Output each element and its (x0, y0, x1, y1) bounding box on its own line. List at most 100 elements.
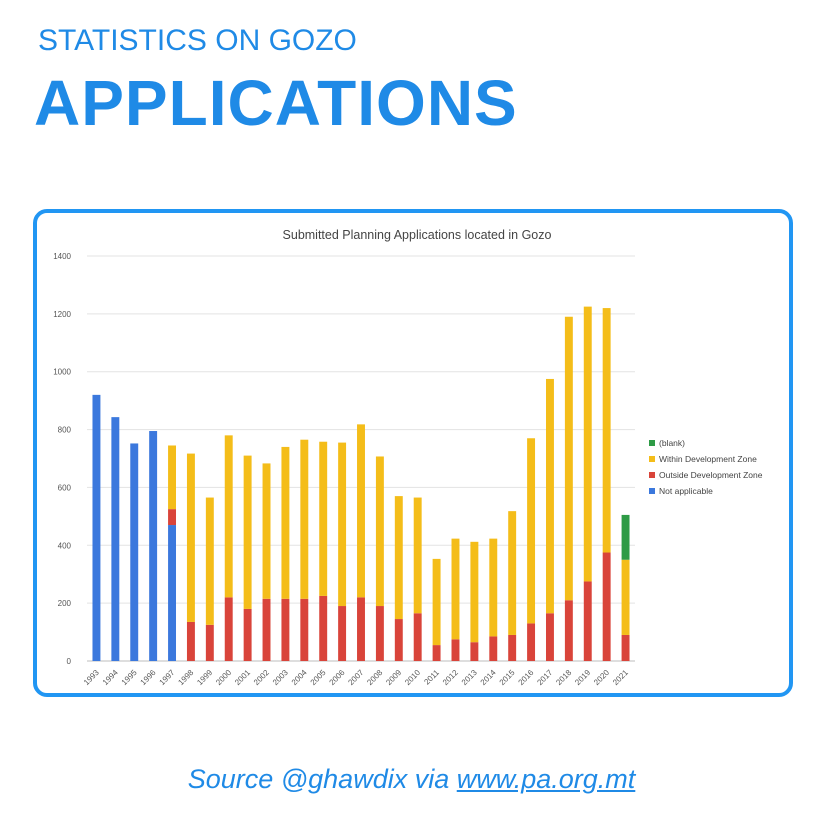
x-tick-label: 2014 (479, 668, 498, 687)
bar-not_applicable (111, 417, 120, 661)
bar-within (262, 463, 271, 599)
bar-within (300, 439, 309, 599)
legend-swatch (649, 488, 655, 494)
x-tick-label: 2021 (611, 668, 630, 687)
y-tick-label: 1200 (53, 310, 71, 319)
bar-outside (375, 606, 384, 661)
bar-within (432, 558, 441, 646)
legend-swatch (649, 472, 655, 478)
bar-within (527, 438, 536, 624)
bar-outside (205, 624, 214, 661)
x-tick-label: 1995 (120, 668, 139, 687)
source-prefix: Source @ghawdix via (187, 764, 457, 794)
legend-label: Outside Development Zone (659, 470, 763, 480)
legend-label: Within Development Zone (659, 454, 757, 464)
bar-within (319, 441, 328, 596)
legend-label: Not applicable (659, 486, 713, 496)
x-tick-label: 2005 (309, 668, 328, 687)
x-tick-label: 2009 (384, 668, 403, 687)
x-tick-label: 2020 (592, 668, 611, 687)
bar-outside (432, 645, 441, 661)
legend: (blank) Within Development Zone Outside De… (649, 438, 763, 496)
y-tick-label: 600 (58, 483, 72, 492)
bar-outside (527, 623, 536, 661)
bar-within (451, 538, 460, 640)
bar-outside (262, 598, 271, 661)
chart-title: Submitted Planning Applications located … (283, 228, 552, 242)
bar-outside (545, 613, 554, 661)
x-tick-label: 2018 (554, 668, 573, 687)
y-tick-label: 1000 (53, 368, 71, 377)
source-link[interactable]: www.pa.org.mt (456, 764, 636, 794)
y-tick-label: 200 (58, 599, 72, 608)
bar-outside (394, 619, 403, 661)
bar-within (338, 442, 347, 607)
bar-group (92, 306, 630, 661)
bar-outside (451, 639, 460, 661)
bar-blank (621, 514, 630, 560)
bar-within (205, 497, 214, 625)
bar-outside (564, 600, 573, 661)
x-tick-label: 2019 (573, 668, 592, 687)
bar-within (413, 497, 422, 614)
bar-within (168, 445, 177, 510)
x-tick-label: 2007 (346, 668, 365, 687)
bar-within (224, 435, 233, 598)
page-kicker: STATISTICS ON GOZO (38, 24, 357, 57)
bar-within (508, 511, 517, 635)
legend-swatch (649, 456, 655, 462)
bar-within (375, 456, 384, 607)
bar-not_applicable (92, 394, 101, 661)
x-tick-label: 2012 (441, 668, 460, 687)
bar-within (243, 455, 252, 609)
x-tick-label: 1999 (195, 668, 214, 687)
legend-label: (blank) (659, 438, 685, 448)
bar-outside (470, 642, 479, 661)
bar-within (583, 306, 592, 582)
x-tick-label: 1998 (176, 668, 195, 687)
bar-outside (243, 608, 252, 661)
bar-outside (602, 552, 611, 661)
x-tick-label: 2003 (271, 668, 290, 687)
bar-outside (319, 595, 328, 661)
y-tick-label: 0 (67, 657, 72, 666)
bar-within (470, 541, 479, 643)
x-tick-label: 2000 (214, 668, 233, 687)
bar-outside (621, 634, 630, 661)
x-tick-label: 1994 (101, 668, 120, 687)
source-credit: Source @ghawdix via www.pa.org.mt (0, 764, 823, 795)
x-tick-label: 2016 (517, 668, 536, 687)
x-tick-label: 1993 (82, 668, 101, 687)
bar-outside (357, 597, 365, 661)
bar-outside (489, 636, 498, 661)
bar-outside (224, 597, 233, 661)
x-tick-label: 2001 (233, 668, 252, 687)
bar-not_applicable (149, 431, 158, 661)
x-tick-label: 2011 (422, 668, 441, 687)
bar-within (394, 496, 403, 620)
bar-outside (508, 634, 517, 661)
y-tick-label: 400 (58, 541, 72, 550)
bar-outside (338, 606, 347, 661)
x-tick-label: 2013 (460, 668, 479, 687)
legend-swatch (649, 440, 655, 446)
bar-outside (300, 598, 309, 661)
x-tick-label: 1997 (158, 668, 177, 687)
bar-outside (281, 598, 290, 661)
bar-within (186, 453, 195, 622)
bar-within (621, 559, 630, 635)
x-tick-label: 2006 (328, 668, 347, 687)
bar-within (489, 538, 498, 637)
bar-within (357, 424, 365, 598)
bar-within (602, 308, 611, 553)
stacked-bar-chart: Submitted Planning Applications located … (53, 228, 763, 687)
chart-card: Submitted Planning Applications located … (33, 209, 793, 697)
x-tick-label: 1996 (139, 668, 158, 687)
x-tick-label: 2004 (290, 668, 309, 687)
bar-outside (186, 621, 195, 661)
page-title: APPLICATIONS (34, 67, 518, 139)
y-tick-label: 1400 (53, 252, 71, 261)
bar-within (564, 316, 573, 601)
bar-outside (583, 581, 592, 661)
x-tick-label: 2017 (535, 668, 554, 687)
